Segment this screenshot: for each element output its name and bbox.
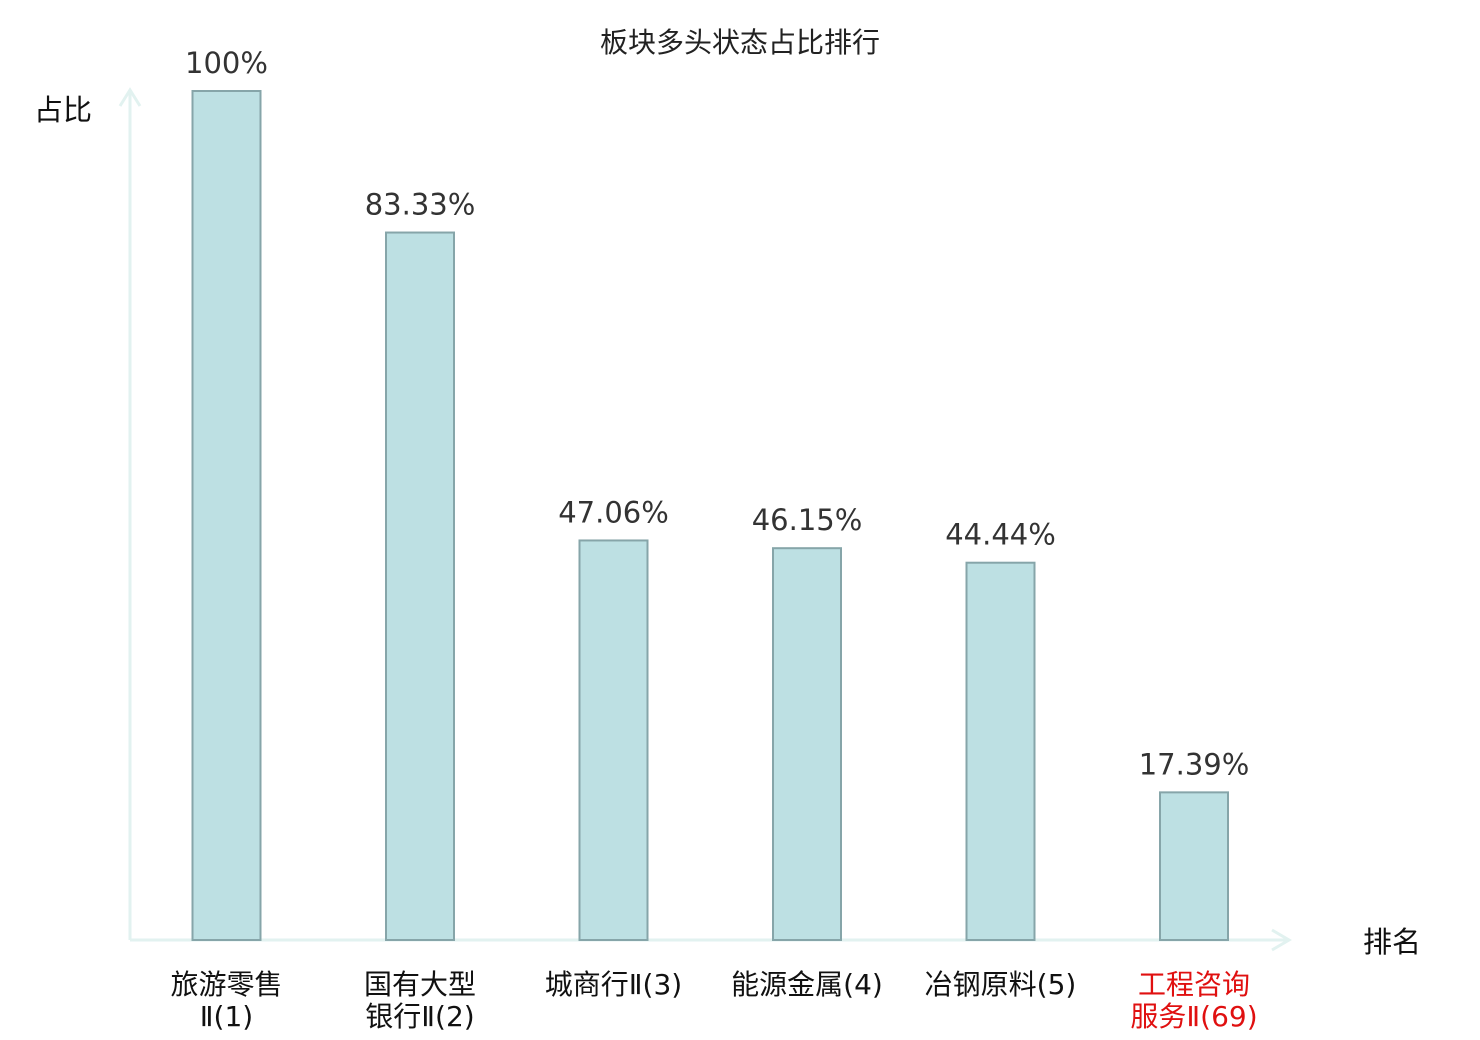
bars-group bbox=[191, 90, 1229, 942]
x-axis-arrow bbox=[1271, 928, 1292, 952]
category-label-2-line-1: 国有大型 bbox=[364, 968, 476, 1001]
category-label-2-line-2: 银行Ⅱ(2) bbox=[365, 1000, 474, 1033]
bar-6 bbox=[1159, 791, 1229, 941]
bar-1 bbox=[191, 90, 262, 941]
y-axis-label: 占比 bbox=[34, 93, 92, 127]
category-label-1-line-1: 旅游零售 bbox=[170, 968, 282, 1001]
category-label-6-line-2: 服务Ⅱ(69) bbox=[1130, 1000, 1257, 1033]
value-labels-group: 100% 83.33% 47.06% 46.15% 44.44% 17.39% bbox=[185, 46, 1249, 781]
bar-3 bbox=[578, 539, 649, 941]
value-label-1: 100% bbox=[185, 46, 268, 80]
y-axis-arrow bbox=[118, 87, 142, 107]
value-label-2: 83.33% bbox=[365, 188, 476, 222]
category-label-1-line-2: Ⅱ(1) bbox=[200, 1000, 253, 1033]
category-label-3: 城商行Ⅱ(3) bbox=[545, 968, 682, 1001]
value-label-3: 47.06% bbox=[558, 495, 669, 529]
value-label-4: 46.15% bbox=[752, 503, 863, 537]
bar-5 bbox=[965, 561, 1036, 941]
x-axis-label: 排名 bbox=[1363, 925, 1421, 959]
category-label-5: 冶钢原料(5) bbox=[925, 968, 1077, 1001]
bar-2 bbox=[385, 231, 455, 941]
value-label-5: 44.44% bbox=[945, 518, 1056, 552]
bar-4 bbox=[772, 547, 842, 942]
value-label-6: 17.39% bbox=[1139, 747, 1250, 781]
category-label-6-line-1: 工程咨询 bbox=[1138, 968, 1250, 1001]
axes bbox=[118, 87, 1292, 952]
chart-title: 板块多头状态占比排行 bbox=[600, 26, 880, 59]
category-label-4: 能源金属(4) bbox=[731, 968, 883, 1001]
